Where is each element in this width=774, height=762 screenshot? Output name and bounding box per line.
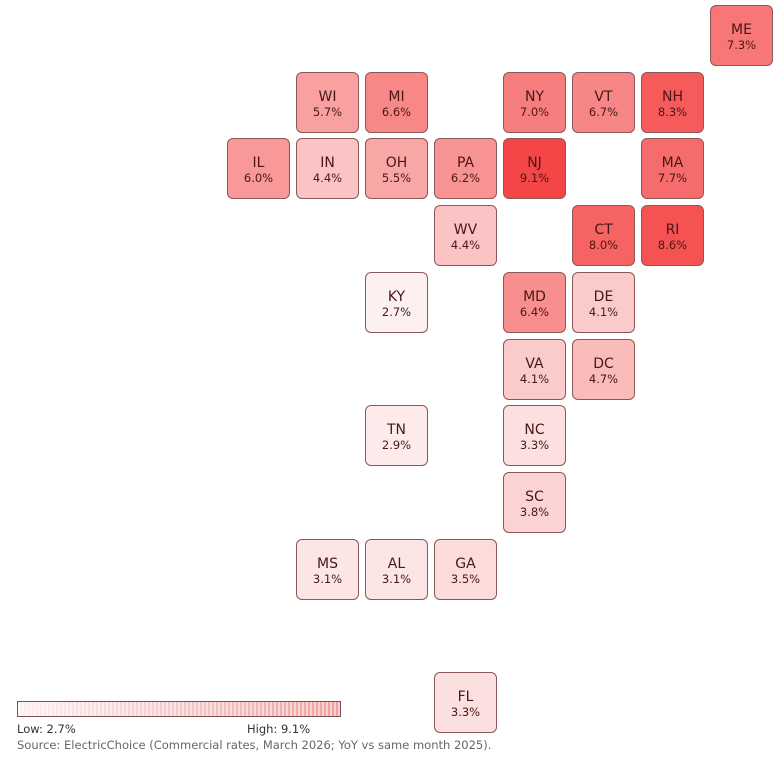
state-tile-me: ME 7.3% [710,5,773,66]
state-value: 4.1% [519,371,550,386]
state-tile-sc: SC 3.8% [503,471,566,533]
state-tile-mi: MI 6.6% [365,71,428,133]
state-abbr: MI [388,88,405,105]
state-tile-ky: KY 2.7% [365,271,428,333]
state-value: 7.0% [519,104,550,119]
state-tile-in: IN 4.4% [296,138,359,200]
legend-color-bar [17,701,341,717]
state-abbr: IN [320,155,335,172]
state-tile-fl: FL 3.3% [434,672,497,733]
state-value: 8.0% [588,238,619,253]
state-abbr: WI [318,88,337,105]
state-abbr: GA [455,555,476,572]
state-abbr: MS [317,555,338,572]
state-abbr: CT [594,222,613,239]
state-value: 3.1% [312,571,343,586]
state-tile-nc: NC 3.3% [503,405,566,467]
state-value: 4.1% [588,304,619,319]
legend-low-label: Low: 2.7% [17,722,76,736]
state-abbr: NH [662,88,683,105]
state-abbr: FL [457,689,474,705]
state-tile-ms: MS 3.1% [296,538,359,600]
state-abbr: VA [525,355,544,372]
state-abbr: NY [524,88,545,105]
state-abbr: PA [456,155,475,172]
state-value: 7.3% [726,38,757,52]
state-abbr: IL [252,155,265,172]
state-tile-al: AL 3.1% [365,538,428,600]
state-tile-pa: PA 6.2% [434,138,497,200]
state-value: 4.4% [312,171,343,186]
state-tile-wi: WI 5.7% [296,71,359,133]
state-value: 6.7% [588,104,619,119]
state-tile-oh: OH 5.5% [365,138,428,200]
state-value: 3.1% [381,571,412,586]
state-tile-ga: GA 3.5% [434,538,497,600]
source-note: Source: ElectricChoice (Commercial rates… [17,738,492,752]
state-abbr: TN [386,422,407,439]
state-tile-ct: CT 8.0% [572,205,635,267]
state-value: 4.4% [450,238,481,253]
state-value: 9.1% [519,171,550,186]
state-tile-md: MD 6.4% [503,271,566,333]
state-abbr: NC [524,422,545,439]
state-value: 6.4% [519,304,550,319]
state-value: 5.7% [312,104,343,119]
state-abbr: MD [523,288,546,305]
state-value: 3.3% [519,438,550,453]
state-value: 4.7% [588,371,619,386]
state-tile-ny: NY 7.0% [503,71,566,133]
state-abbr: SC [525,488,544,505]
state-value: 6.6% [381,104,412,119]
state-abbr: ME [731,22,752,38]
state-tile-tn: TN 2.9% [365,405,428,467]
state-value: 8.6% [657,238,688,253]
state-tile-il: IL 6.0% [227,138,290,200]
state-value: 3.3% [450,705,481,719]
state-tile-de: DE 4.1% [572,271,635,333]
state-value: 8.3% [657,104,688,119]
state-abbr: DC [593,355,614,372]
state-value: 2.7% [381,304,412,319]
state-tile-va: VA 4.1% [503,338,566,400]
state-value: 5.5% [381,171,412,186]
state-abbr: KY [387,288,406,305]
state-abbr: DE [593,288,614,305]
state-value: 6.2% [450,171,481,186]
state-value: 3.8% [519,504,550,519]
state-abbr: WV [453,222,478,239]
state-abbr: AL [387,555,406,572]
state-value: 2.9% [381,438,412,453]
state-tile-ma: MA 7.7% [641,138,704,200]
state-tile-nj: NJ 9.1% [503,138,566,200]
state-tile-nh: NH 8.3% [641,71,704,133]
state-abbr: MA [661,155,684,172]
legend-high-label: High: 9.1% [247,722,311,736]
state-value: 6.0% [243,171,274,186]
state-abbr: RI [665,222,680,239]
state-value: 7.7% [657,171,688,186]
state-tile-ri: RI 8.6% [641,205,704,267]
state-abbr: VT [594,88,613,105]
state-abbr: OH [385,155,408,172]
state-abbr: NJ [527,155,542,172]
state-value: 3.5% [450,571,481,586]
state-tile-vt: VT 6.7% [572,71,635,133]
state-tile-wv: WV 4.4% [434,205,497,267]
state-tile-dc: DC 4.7% [572,338,635,400]
